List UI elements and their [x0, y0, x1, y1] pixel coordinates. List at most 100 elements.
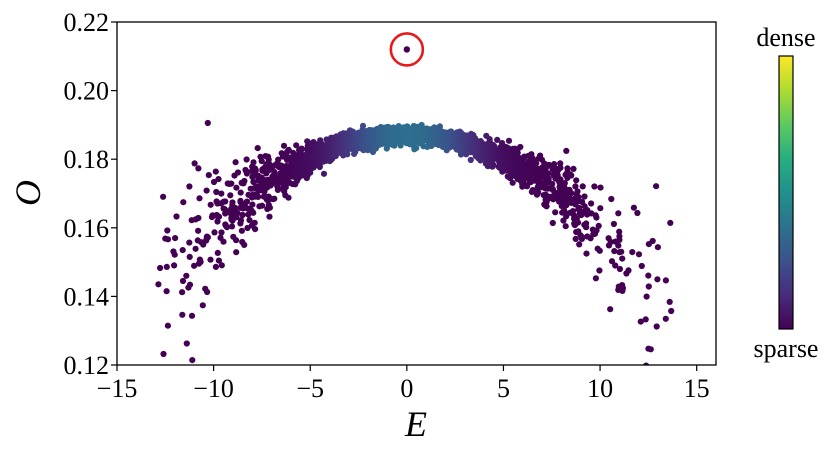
- scatter-point: [495, 163, 502, 170]
- scatter-point: [403, 129, 410, 136]
- scatter-point: [533, 191, 541, 198]
- scatter-point: [616, 228, 623, 235]
- scatter-point: [179, 311, 186, 318]
- scatter-point: [205, 172, 212, 179]
- scatter-point: [534, 184, 541, 191]
- scatter-point: [249, 201, 256, 208]
- colorbar-bottom-label: sparse: [754, 334, 819, 363]
- colorbar-top-label: dense: [756, 23, 815, 52]
- scatter-point: [218, 190, 225, 197]
- scatter-point: [266, 213, 273, 220]
- scatter-point: [505, 137, 513, 144]
- scatter-point: [204, 234, 211, 241]
- scatter-point: [228, 223, 236, 230]
- scatter-point: [549, 219, 556, 227]
- x-tick-label: −5: [296, 374, 324, 403]
- scatter-point: [241, 177, 248, 185]
- scatter-point: [211, 229, 218, 236]
- scatter-point: [616, 265, 624, 273]
- scatter-point: [271, 172, 278, 179]
- y-tick-label: 0.18: [64, 145, 110, 174]
- scatter-point: [207, 201, 214, 208]
- y-tick-label: 0.22: [64, 8, 110, 37]
- scatter-point: [589, 226, 597, 233]
- scatter-point: [252, 167, 259, 174]
- scatter-point: [197, 258, 204, 265]
- scatter-point: [157, 264, 164, 272]
- y-tick-label: 0.20: [64, 77, 110, 106]
- scatter-point: [195, 165, 202, 172]
- scatter-point: [227, 192, 234, 199]
- scatter-point: [160, 193, 167, 200]
- scatter-point: [643, 293, 650, 300]
- scatter-point: [215, 213, 223, 220]
- scatter-point: [404, 123, 411, 130]
- scatter-point: [222, 198, 229, 205]
- scatter-point: [179, 247, 186, 254]
- outlier-point: [403, 46, 411, 53]
- scatter-point: [630, 373, 636, 379]
- scatter-point: [623, 270, 630, 277]
- scatter-point: [556, 184, 563, 191]
- scatter-point: [403, 134, 410, 141]
- scatter-point: [562, 223, 569, 230]
- scatter-point: [588, 200, 595, 207]
- scatter-point: [246, 217, 253, 224]
- scatter-point: [397, 142, 404, 149]
- scatter-point: [610, 220, 618, 228]
- scatter-point: [645, 272, 652, 279]
- scatter-point: [255, 193, 262, 200]
- scatter-point: [562, 171, 569, 178]
- scatter-point: [607, 306, 614, 313]
- scatter-point: [252, 226, 259, 233]
- outlier-highlight-circle: [389, 32, 425, 67]
- scatter-point: [581, 193, 588, 200]
- scatter-point: [483, 132, 490, 139]
- x-tick-label: −10: [193, 374, 234, 403]
- scatter-point: [250, 209, 257, 216]
- scatter-point: [576, 241, 583, 248]
- scatter-point: [232, 204, 239, 212]
- scatter-point: [195, 227, 202, 234]
- x-tick-label: 5: [497, 374, 510, 403]
- scatter-point: [254, 145, 261, 152]
- scatter-point: [629, 249, 636, 256]
- scatter-point: [228, 180, 235, 187]
- scatter-point: [250, 178, 257, 186]
- scatter-point: [155, 281, 162, 288]
- scatter-point: [572, 183, 579, 190]
- scatter-point: [611, 248, 618, 255]
- scatter-point: [271, 195, 278, 202]
- scatter-point: [662, 277, 670, 284]
- scatter-point: [275, 156, 282, 163]
- scatter-point: [645, 283, 652, 290]
- scatter-point: [163, 288, 170, 295]
- scatter-point: [293, 142, 300, 149]
- scatter-point: [540, 192, 547, 199]
- scatter-point: [215, 176, 222, 183]
- scatter-point: [238, 227, 245, 234]
- scatter-point: [584, 233, 591, 240]
- scatter-point: [191, 262, 198, 269]
- scatter-point: [232, 159, 239, 166]
- scatter-point: [573, 228, 580, 236]
- y-axis-title: O: [8, 180, 48, 206]
- scatter-point: [571, 220, 578, 227]
- scatter-point: [259, 202, 266, 209]
- scatter-point: [180, 199, 187, 206]
- scatter-point: [504, 173, 511, 180]
- scatter-point: [285, 146, 292, 153]
- scatter-point: [239, 211, 246, 219]
- scatter-point: [243, 156, 250, 163]
- scatter-point: [645, 345, 652, 352]
- scatter-point: [186, 281, 194, 288]
- scatter-point: [653, 183, 660, 190]
- scatter-point: [676, 407, 682, 413]
- scatter-point: [597, 184, 604, 191]
- x-tick-label: 0: [400, 374, 413, 403]
- scatter-point: [403, 140, 410, 147]
- scatter-point: [186, 253, 193, 260]
- scatter-point: [644, 366, 650, 372]
- scatter-point: [591, 183, 598, 190]
- scatter-point: [195, 214, 202, 222]
